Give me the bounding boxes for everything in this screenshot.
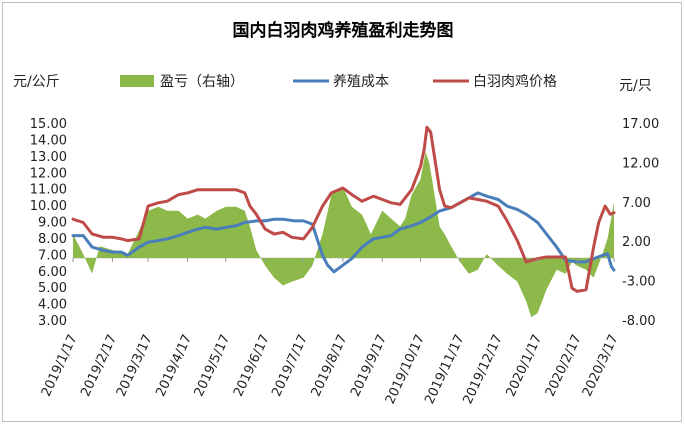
left-tick-label: 3.00 — [38, 314, 67, 329]
left-tick-label: 12.00 — [30, 166, 67, 181]
right-tick-label: 7.00 — [622, 196, 651, 211]
left-tick-label: 8.00 — [38, 232, 67, 247]
left-tick-label: 14.00 — [30, 133, 67, 148]
left-tick-label: 6.00 — [38, 265, 67, 280]
left-tick-label: 11.00 — [30, 183, 67, 198]
legend-profit-label: 盈亏（右轴） — [160, 74, 244, 90]
left-axis-unit: 元/公斤 — [13, 74, 60, 90]
left-tick-label: 15.00 — [30, 117, 67, 132]
cost-line — [71, 191, 616, 274]
x-tick-label: 2019/9/17 — [348, 332, 390, 399]
right-tick-label: 12.00 — [622, 156, 659, 171]
x-tick-label: 2020/1/17 — [503, 332, 545, 399]
x-tick-label: 2019/5/17 — [192, 332, 234, 399]
right-tick-label: -3.00 — [622, 275, 656, 290]
right-axis-ticks: -8.00 -3.00 2.00 7.00 12.00 17.00 — [622, 117, 659, 329]
plot-area — [71, 125, 616, 318]
left-tick-label: 4.00 — [38, 298, 67, 313]
left-tick-label: 5.00 — [38, 281, 67, 296]
x-tick-label: 2019/4/17 — [153, 332, 195, 399]
legend-cost-label: 养殖成本 — [333, 73, 389, 90]
right-tick-label: 17.00 — [622, 117, 659, 132]
x-tick-label: 2019/3/17 — [114, 332, 156, 399]
profit-trend-chart: 国内白羽肉鸡养殖盈利走势图 元/公斤 元/只 盈亏（右轴） 养殖成本 白羽肉鸡价格 … — [13, 20, 659, 407]
left-tick-label: 7.00 — [38, 248, 67, 263]
x-tick-label: 2019/7/17 — [269, 332, 311, 399]
chart-frame: 国内白羽肉鸡养殖盈利走势图 元/公斤 元/只 盈亏（右轴） 养殖成本 白羽肉鸡价格 … — [2, 2, 682, 422]
right-tick-label: 2.00 — [622, 235, 651, 250]
x-tick-label: 2019/12/17 — [461, 332, 506, 406]
x-tick-label: 2019/6/17 — [231, 332, 273, 399]
x-tick-label: 2019/1/17 — [39, 332, 81, 399]
legend: 盈亏（右轴） 养殖成本 白羽肉鸡价格 — [120, 73, 557, 90]
left-tick-label: 10.00 — [30, 199, 67, 214]
left-tick-label: 13.00 — [30, 150, 67, 165]
right-axis-unit: 元/只 — [619, 78, 652, 94]
left-tick-label: 9.00 — [38, 216, 67, 231]
price-line — [71, 125, 616, 293]
chart-title: 国内白羽肉鸡养殖盈利走势图 — [233, 20, 454, 41]
x-tick-label: 2020/3/17 — [580, 332, 622, 399]
x-tick-label: 2019/11/17 — [422, 332, 467, 406]
x-tick-label: 2019/2/17 — [78, 332, 120, 399]
x-tick-label: 2019/10/17 — [383, 332, 428, 406]
legend-price-label: 白羽肉鸡价格 — [473, 73, 557, 90]
right-tick-label: -8.00 — [622, 314, 656, 329]
x-tick-label: 2019/8/17 — [309, 332, 351, 399]
profit-area — [73, 151, 614, 318]
legend-profit-swatch — [120, 75, 154, 87]
x-tick-label: 2020/2/17 — [543, 332, 585, 399]
